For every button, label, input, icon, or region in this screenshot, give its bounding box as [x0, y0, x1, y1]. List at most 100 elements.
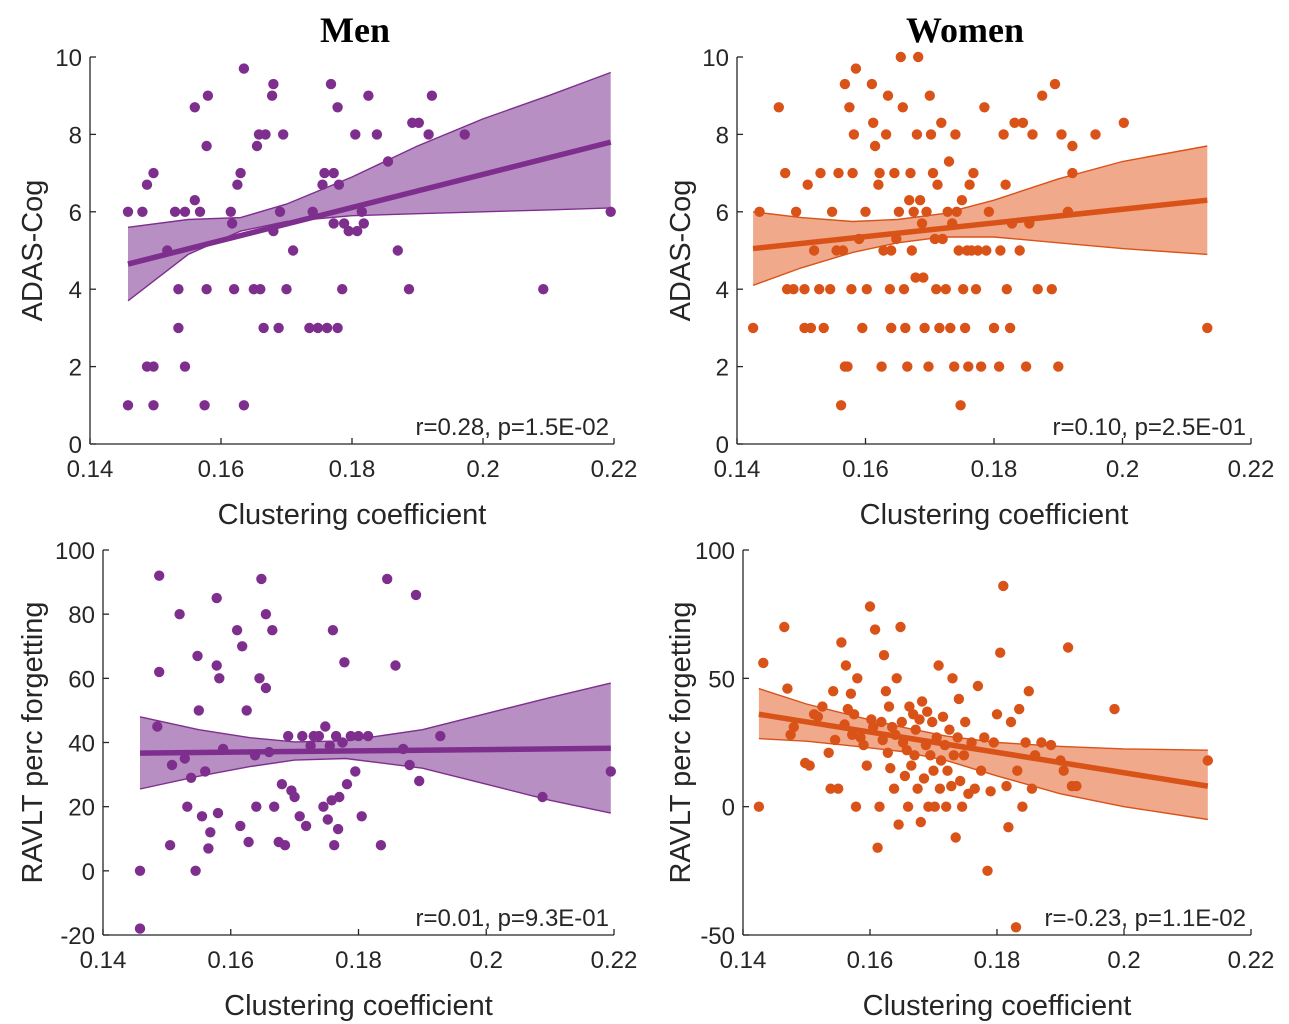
data-point	[825, 783, 836, 794]
data-point	[847, 167, 858, 179]
data-point	[192, 650, 203, 662]
data-point	[802, 179, 813, 190]
panel-men-adas: 0.14 0.16 0.18 0.2 0.22 0 2 4 6 8 10 Clustering coe…	[17, 10, 637, 531]
data-point	[956, 801, 968, 812]
data-point	[861, 760, 872, 771]
data-point	[866, 78, 878, 90]
y-tick-label: -50	[700, 923, 735, 950]
data-point	[979, 102, 990, 113]
data-point	[235, 820, 246, 832]
data-point	[889, 167, 900, 179]
data-point	[812, 711, 824, 722]
data-point	[148, 400, 159, 411]
data-point	[211, 592, 222, 604]
data-point	[148, 167, 159, 179]
data-point	[941, 801, 952, 812]
data-point	[975, 765, 987, 776]
data-point	[897, 102, 908, 113]
x-tick-label: 0.18	[335, 947, 382, 974]
data-point	[902, 361, 913, 372]
data-point	[850, 63, 862, 74]
data-point	[817, 701, 828, 712]
data-point	[940, 284, 951, 295]
data-point	[937, 233, 948, 245]
data-point	[193, 705, 204, 716]
data-point	[975, 361, 987, 372]
data-point	[201, 140, 212, 152]
data-point	[1027, 129, 1038, 140]
data-point	[350, 129, 361, 140]
data-point	[371, 129, 383, 140]
data-point	[1067, 140, 1078, 152]
data-point	[874, 801, 885, 812]
data-point	[910, 724, 921, 735]
data-point	[880, 129, 892, 140]
data-point	[931, 284, 942, 295]
x-tick-label: 0.14	[720, 947, 767, 974]
data-point	[327, 625, 339, 636]
data-point	[884, 284, 896, 295]
x-axis-label: Clustering coefficient	[224, 990, 493, 1022]
data-point	[848, 129, 860, 140]
data-point	[390, 660, 401, 671]
data-point	[886, 245, 897, 256]
data-point	[918, 272, 929, 283]
data-point	[1109, 703, 1120, 715]
data-point	[350, 766, 361, 777]
data-point	[995, 245, 1006, 256]
data-point	[1020, 737, 1031, 748]
data-point	[203, 843, 214, 854]
data-point	[332, 322, 343, 334]
data-point	[921, 206, 932, 217]
data-point	[332, 102, 343, 113]
x-tick-label: 0.18	[974, 947, 1021, 974]
data-point	[337, 284, 348, 295]
data-point	[836, 637, 847, 648]
data-point	[426, 90, 438, 101]
x-tick-label: 0.14	[67, 456, 114, 483]
data-point	[382, 573, 393, 585]
x-axis-label: Clustering coefficient	[863, 990, 1132, 1022]
regression-line	[127, 139, 612, 267]
data-point	[317, 179, 328, 190]
data-point	[134, 923, 146, 934]
regression-line	[752, 197, 1208, 252]
data-point	[605, 206, 616, 217]
x-axis-label: Clustering coefficient	[860, 499, 1129, 531]
data-point	[846, 284, 857, 295]
data-point	[924, 90, 935, 101]
data-point	[164, 840, 176, 851]
y-tick-label: -20	[60, 923, 95, 950]
data-point	[435, 730, 446, 742]
data-point	[356, 811, 367, 822]
data-point	[937, 711, 949, 722]
data-point	[850, 801, 862, 812]
x-tick-label: 0.18	[971, 456, 1018, 483]
data-point	[305, 740, 316, 751]
ci-upper-line	[753, 145, 1208, 223]
data-point	[946, 780, 957, 792]
data-point	[255, 284, 266, 295]
data-point	[212, 807, 224, 819]
data-point	[753, 801, 765, 812]
data-point	[943, 156, 955, 167]
data-point	[251, 801, 262, 812]
data-point	[901, 745, 912, 756]
data-point	[942, 206, 953, 217]
data-point	[166, 759, 178, 771]
data-point	[904, 195, 915, 206]
data-point	[345, 730, 356, 742]
y-tick-label: 0	[722, 795, 735, 822]
data-point	[885, 763, 896, 774]
data-point	[413, 117, 424, 128]
data-point	[1067, 167, 1078, 179]
data-point	[895, 51, 906, 63]
y-tick-label: 0	[82, 859, 95, 886]
data-point	[955, 400, 966, 411]
data-point	[1202, 322, 1213, 334]
data-point	[1010, 922, 1022, 933]
data-point	[266, 90, 278, 101]
data-point	[1058, 765, 1069, 776]
data-point	[909, 750, 920, 761]
